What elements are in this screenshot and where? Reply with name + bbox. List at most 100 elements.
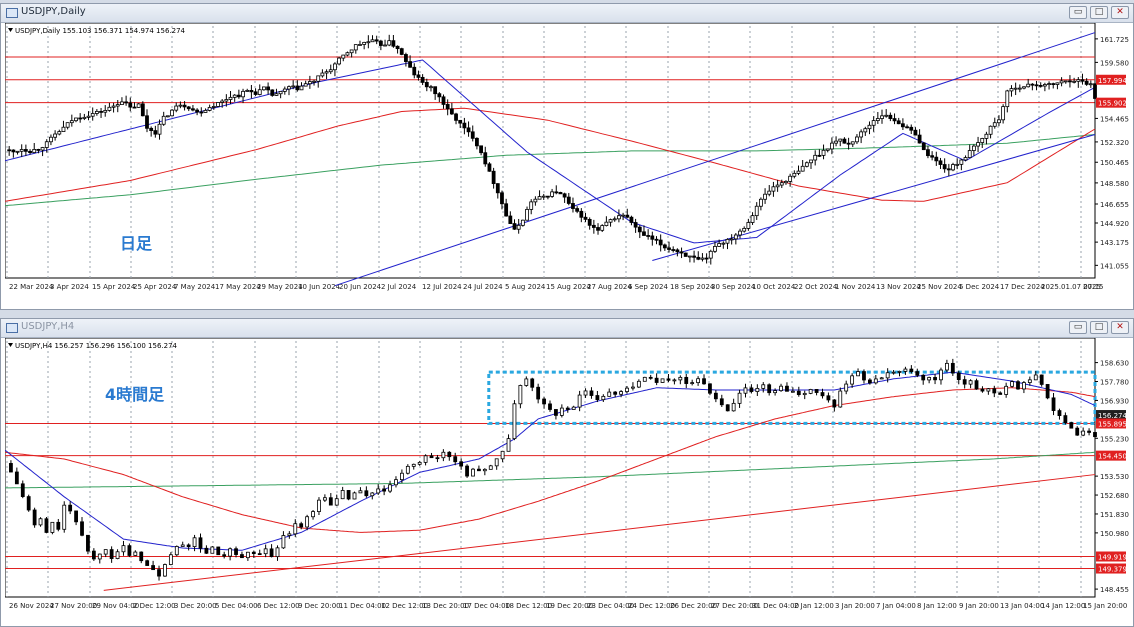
candle-body (679, 251, 684, 254)
candle-body (504, 203, 509, 217)
candle-body (366, 41, 371, 44)
minimize-button[interactable]: ▭ (1069, 321, 1087, 334)
candle-body (127, 545, 132, 556)
candle-body (241, 90, 245, 98)
x-tick-label: 26 Nov 2024 (9, 602, 54, 610)
x-tick-label: 20 Jun 2024 (339, 283, 382, 291)
candle-body (771, 186, 776, 192)
candle-body (132, 106, 137, 109)
candle-body (65, 122, 70, 128)
candle-body (642, 231, 646, 236)
candle-body (78, 117, 83, 120)
x-tick-label: 25 Nov 2024 (917, 283, 962, 291)
candle-body (9, 463, 13, 473)
x-tick-label: 3 Jan 20:00 (835, 602, 875, 610)
candle-body (1039, 374, 1044, 385)
candle-body (518, 385, 523, 405)
candle-body (337, 57, 341, 65)
candle-body (660, 378, 665, 383)
price-axis-label: 158.630 (1100, 360, 1129, 368)
candle-body (571, 203, 575, 209)
x-tick-label: 27 Aug 2024 (587, 283, 632, 291)
candle-body (596, 227, 600, 231)
candle-body (796, 170, 801, 174)
candle-body (1051, 83, 1056, 85)
candle-body (82, 116, 87, 119)
candle-body (683, 252, 688, 257)
candle-body (1068, 80, 1072, 83)
h4-chart-window[interactable]: USDJPY,H4 ▭ □ ✕ 26 Nov 2024 27 Nov 20:00 2… (0, 318, 1134, 627)
candle-body (767, 190, 772, 195)
candle-body (352, 492, 357, 500)
candle-body (136, 103, 141, 108)
maximize-button[interactable]: □ (1090, 6, 1108, 19)
x-tick-label: 15 Jan 20:00 (1083, 602, 1127, 610)
h4-window-title: USDJPY,H4 (21, 321, 75, 332)
candle-body (69, 120, 74, 124)
candle-body (667, 247, 671, 250)
candle-body (832, 399, 837, 408)
candle-body (1004, 385, 1009, 395)
candle-body (165, 115, 170, 118)
candle-body (362, 41, 367, 45)
daily-chart-window[interactable]: USDJPY,Daily ▭ □ ✕ 22 Mar 2024 3 Apr 2024… (0, 3, 1134, 310)
close-icon: ✕ (1116, 7, 1124, 17)
x-tick-label: 9 Dec 20:00 (298, 602, 341, 610)
candle-body (939, 369, 943, 381)
daily-window-titlebar[interactable]: USDJPY,Daily ▭ □ ✕ (1, 4, 1133, 23)
x-tick-label: 5 Dec 2024 (959, 283, 1000, 291)
candle-body (180, 544, 185, 547)
price-axis-label: 157.994 (1098, 77, 1127, 85)
x-tick-label: 8 Jan 12:00 (917, 602, 957, 610)
candle-body (992, 388, 997, 394)
candle-body (378, 40, 383, 46)
candle-body (817, 154, 822, 157)
candle-body (61, 126, 66, 132)
minimize-button[interactable]: ▭ (1069, 6, 1087, 19)
candle-body (491, 170, 496, 185)
candle-body (512, 403, 517, 440)
x-tick-label: 13 Nov 2024 (876, 283, 921, 291)
candle-body (717, 243, 722, 247)
x-tick-label: 18 Dec 12:00 (505, 602, 552, 610)
candle-body (74, 510, 78, 523)
x-tick-label: 2025.01.07 07:15 (1041, 283, 1103, 291)
x-tick-label: 27 Dec 20:00 (711, 602, 758, 610)
candle-body (170, 109, 174, 117)
candle-body (671, 249, 676, 251)
candle-body (207, 107, 212, 111)
close-button[interactable]: ✕ (1111, 6, 1129, 19)
candle-body (38, 518, 43, 526)
candle-body (320, 72, 325, 77)
maximize-button[interactable]: □ (1090, 321, 1108, 334)
candle-body (625, 214, 630, 218)
candle-body (220, 100, 225, 103)
candle-body (287, 533, 292, 536)
candle-body (1087, 430, 1091, 433)
candle-body (950, 362, 955, 374)
candle-body (139, 551, 144, 562)
candle-body (675, 249, 680, 253)
moving-average-red (5, 107, 1096, 202)
candle-body (353, 44, 358, 51)
candle-body (688, 255, 692, 258)
candle-body (334, 498, 339, 506)
candle-body (938, 160, 943, 165)
candle-body (992, 122, 997, 127)
h4-window-titlebar[interactable]: USDJPY,H4 ▭ □ ✕ (1, 319, 1133, 338)
close-button[interactable]: ✕ (1111, 321, 1129, 334)
candle-body (328, 69, 333, 73)
candle-body (50, 521, 55, 533)
candle-body (850, 141, 855, 145)
candle-body (257, 89, 262, 95)
candle-body (62, 504, 67, 530)
candle-body (157, 123, 162, 135)
symbol-info-line: USDJPY,H4 156.257 156.296 156.100 156.27… (15, 342, 178, 350)
candle-body (488, 465, 493, 470)
daily-window-title: USDJPY,Daily (21, 6, 86, 17)
candle-body (224, 99, 229, 102)
candle-body (216, 546, 221, 556)
candle-body (437, 93, 442, 98)
